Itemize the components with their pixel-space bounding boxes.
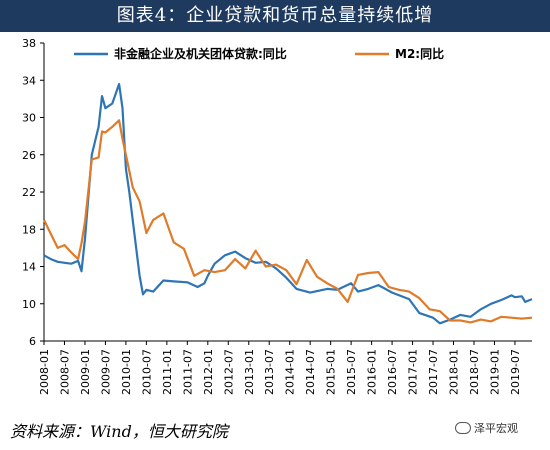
x-tick-label: 2011-01 <box>161 349 174 395</box>
y-tick-label: 38 <box>22 37 36 50</box>
y-tick-label: 14 <box>22 261 36 274</box>
x-tick-label: 2009-07 <box>99 349 112 395</box>
x-tick-label: 2013-07 <box>263 349 276 395</box>
x-tick-label: 2014-07 <box>304 349 317 395</box>
y-tick-label: 34 <box>22 74 36 87</box>
x-tick-label: 2015-01 <box>325 349 338 395</box>
x-tick-label: 2011-07 <box>181 349 194 395</box>
x-tick-label: 2008-01 <box>38 349 51 395</box>
y-tick-label: 6 <box>29 335 36 348</box>
x-tick-label: 2012-01 <box>202 349 215 395</box>
x-tick-label: 2018-01 <box>448 349 461 395</box>
x-tick-label: 2019-07 <box>509 349 522 395</box>
chart-title: 图表4：企业贷款和货币总量持续低增 <box>0 0 550 32</box>
watermark-label: 泽平宏观 <box>474 422 518 435</box>
x-tick-label: 2012-07 <box>222 349 235 395</box>
y-tick-label: 22 <box>22 186 36 199</box>
series-line-2 <box>43 119 533 324</box>
x-tick-label: 2017-07 <box>427 349 440 395</box>
y-tick-label: 26 <box>22 149 36 162</box>
x-tick-label: 2010-01 <box>120 349 133 395</box>
legend-label-1: 非金融企业及机关团体贷款:同比 <box>114 46 287 61</box>
legend-label-2: M2:同比 <box>395 46 444 61</box>
x-tick-label: 2013-01 <box>243 349 256 395</box>
x-tick-label: 2008-07 <box>58 349 71 395</box>
x-tick-label: 2009-01 <box>79 349 92 395</box>
watermark: 泽平宏观 <box>455 420 518 436</box>
x-tick-label: 2018-07 <box>468 349 481 395</box>
series-line-1 <box>43 82 533 325</box>
x-tick-label: 2017-01 <box>407 349 420 395</box>
y-tick-label: 10 <box>22 298 36 311</box>
x-tick-label: 2014-01 <box>284 349 297 395</box>
y-tick-label: 18 <box>22 223 36 236</box>
y-tick-label: 30 <box>22 112 36 125</box>
x-tick-label: 2016-07 <box>386 349 399 395</box>
source-note: 资料来源：Wind，恒大研究院 <box>10 422 228 441</box>
x-tick-label: 2016-01 <box>366 349 379 395</box>
x-tick-label: 2019-01 <box>488 349 501 395</box>
x-tick-label: 2010-07 <box>140 349 153 395</box>
wechat-icon <box>455 422 471 434</box>
x-tick-label: 2015-07 <box>345 349 358 395</box>
line-chart: 6 10 14 18 22 26 30 34 38 2008-01 2008-07 2009-01 20… <box>22 37 533 395</box>
